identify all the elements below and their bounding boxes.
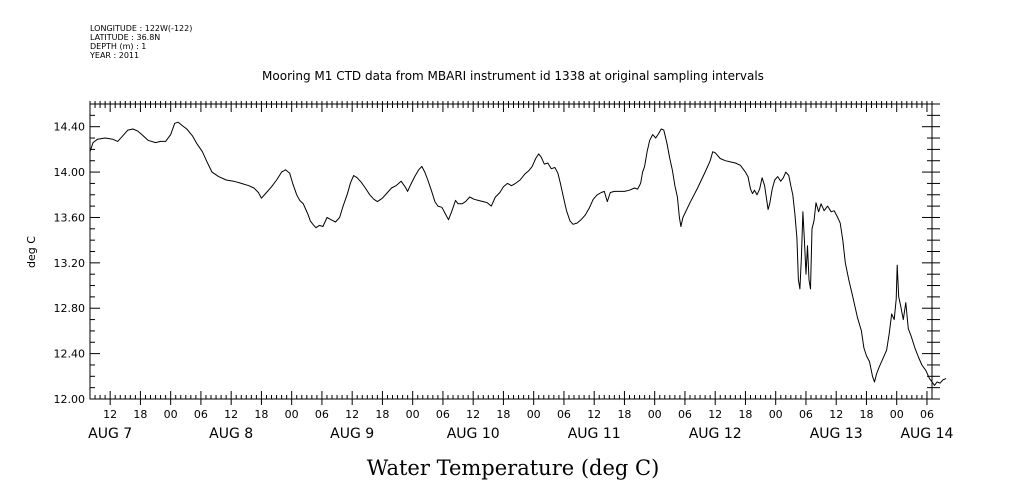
plot-frame	[89, 103, 933, 400]
depth-label: DEPTH (m) : 1	[90, 42, 146, 51]
x-hour-label: 00	[406, 408, 420, 421]
y-tick-label: 13.20	[54, 257, 86, 270]
y-tick-label: 14.40	[54, 121, 86, 134]
x-axis-label: Water Temperature (deg C)	[367, 456, 660, 480]
x-hour-label: 18	[617, 408, 631, 421]
x-hour-label: 12	[829, 408, 843, 421]
x-hour-label: 06	[194, 408, 208, 421]
latitude-label: LATITUDE : 36.8N	[90, 33, 160, 42]
x-hour-label: 18	[133, 408, 147, 421]
y-tick-label: 12.40	[54, 348, 86, 361]
y-tick-label: 13.60	[54, 211, 86, 224]
x-hour-label: 06	[315, 408, 329, 421]
x-hour-label: 00	[648, 408, 662, 421]
x-hour-label: 00	[285, 408, 299, 421]
x-hour-label: 12	[224, 408, 238, 421]
x-hour-label: 00	[769, 408, 783, 421]
x-hour-label: 18	[738, 408, 752, 421]
x-date-label: AUG 11	[568, 426, 621, 442]
x-date-label: AUG 10	[447, 426, 500, 442]
x-hour-label: 00	[527, 408, 541, 421]
y-tick-label: 14.00	[54, 166, 86, 179]
x-hour-label: 12	[103, 408, 117, 421]
y-axis-label: deg C	[25, 236, 38, 268]
x-axis: 12 18 00 06 12 18 00 06 12 18 00 06 12 18 00 06 12 18 00 06…	[88, 101, 954, 442]
x-date-label: AUG 13	[810, 426, 863, 442]
x-hour-label: 18	[254, 408, 268, 421]
x-hour-label: 06	[436, 408, 450, 421]
x-hour-label: 12	[587, 408, 601, 421]
x-hour-label: 12	[345, 408, 359, 421]
x-date-label: AUG 9	[330, 426, 374, 442]
metadata-block: LONGITUDE : 122W(-122) LATITUDE : 36.8N …	[89, 24, 192, 60]
temperature-series-line	[89, 121, 947, 386]
y-axis: 12.00 12.40 12.80 13.20 13.60 14.00 14.40	[54, 103, 940, 406]
year-label: YEAR : 2011	[89, 51, 139, 60]
y-tick-label: 12.00	[54, 393, 86, 406]
longitude-label: LONGITUDE : 122W(-122)	[90, 24, 192, 33]
x-hour-label: 06	[799, 408, 813, 421]
x-hour-label: 18	[859, 408, 873, 421]
chart-title: Mooring M1 CTD data from MBARI instrumen…	[262, 69, 764, 83]
x-hour-label: 18	[496, 408, 510, 421]
x-hour-label: 18	[375, 408, 389, 421]
x-hour-label: 00	[890, 408, 904, 421]
x-hour-label: 06	[920, 408, 934, 421]
x-hour-label: 06	[557, 408, 571, 421]
x-date-label: AUG 12	[689, 426, 742, 442]
y-tick-label: 12.80	[54, 302, 86, 315]
x-hour-label: 00	[164, 408, 178, 421]
plot-series	[89, 121, 947, 386]
x-hour-label: 12	[708, 408, 722, 421]
x-date-label: AUG 8	[209, 426, 253, 442]
x-date-label: AUG 14	[900, 426, 953, 442]
x-hour-label: 12	[466, 408, 480, 421]
x-date-label: AUG 7	[88, 426, 132, 442]
x-hour-label: 06	[678, 408, 692, 421]
